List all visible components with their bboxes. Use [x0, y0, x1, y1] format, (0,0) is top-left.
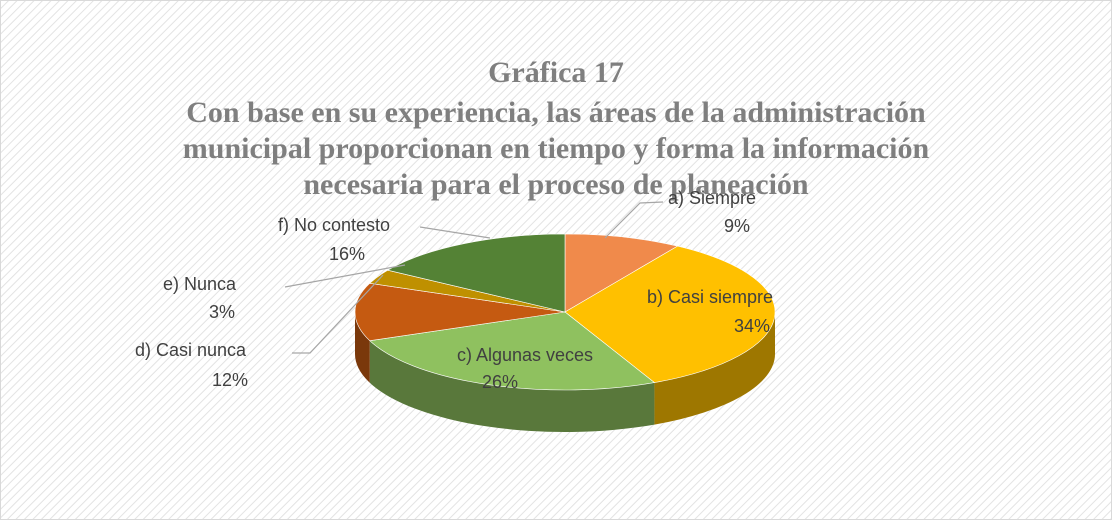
category-label: b) Casi siempre: [647, 287, 773, 307]
category-label: a) Siempre: [668, 188, 756, 208]
pie-slice: [354, 282, 566, 342]
category-label: f) No contesto: [278, 215, 390, 235]
value-label: 26%: [482, 372, 518, 392]
chart-subtitle: necesaria para el proceso de planeación: [303, 168, 809, 201]
chart-subtitle: Con base en su experiencia, las áreas de…: [186, 96, 926, 129]
category-label: d) Casi nunca: [135, 340, 247, 360]
pie-side: [369, 340, 655, 433]
leader-line: [292, 274, 384, 354]
category-label: c) Algunas veces: [457, 345, 593, 365]
leader-line: [419, 226, 491, 239]
pie-slice: [369, 311, 656, 391]
chart-subtitle: municipal proporcionan en tiempo y forma…: [183, 132, 930, 165]
value-label: 3%: [209, 302, 235, 322]
category-label: e) Nunca: [163, 274, 237, 294]
value-label: 12%: [212, 370, 248, 390]
pie-side: [355, 312, 370, 383]
leader-line: [604, 201, 664, 239]
value-label: 9%: [724, 216, 750, 236]
value-label: 16%: [329, 244, 365, 264]
value-label: 34%: [734, 316, 770, 336]
leader-line: [284, 264, 406, 288]
pie-slice: [564, 245, 776, 383]
chart-title: Gráfica 17: [488, 56, 624, 89]
pie-side: [654, 312, 775, 425]
pie-slice: [386, 233, 566, 313]
pie-slice: [564, 233, 679, 313]
